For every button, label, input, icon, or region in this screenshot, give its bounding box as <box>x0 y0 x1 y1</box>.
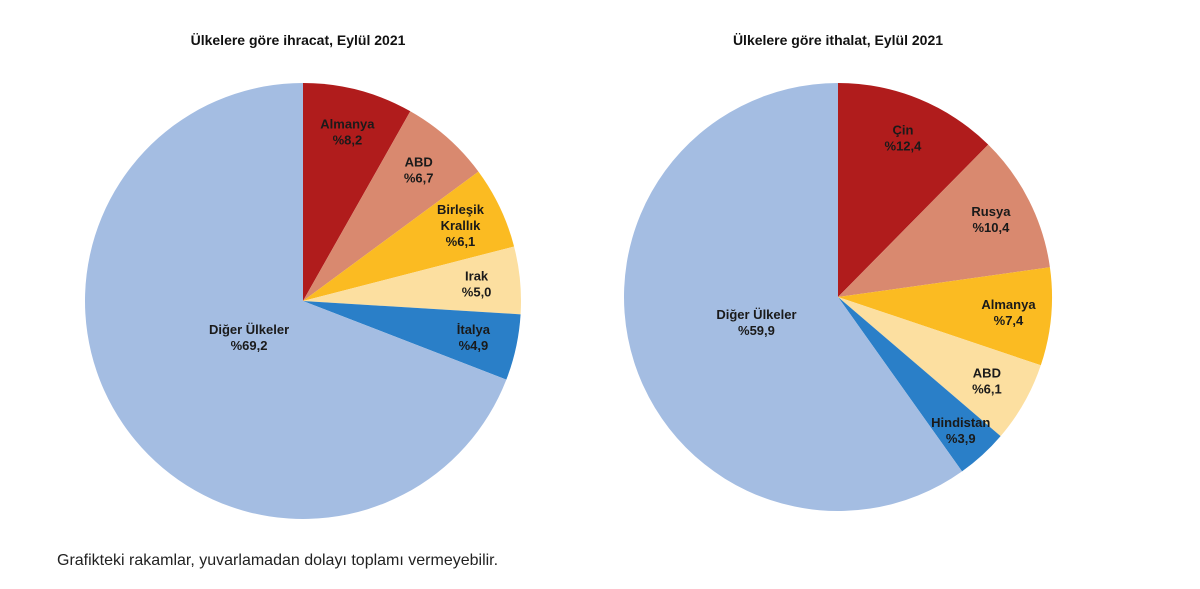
slice-label: Almanya %8,2 <box>320 116 375 147</box>
slice-label: Irak %5,0 <box>462 268 492 299</box>
slice-value-label: %6,7 <box>404 170 434 185</box>
pie-slice <box>303 301 521 380</box>
slice-name-label: Çin <box>892 123 913 138</box>
slice-value-label: %8,2 <box>333 132 363 147</box>
slice-name-label: ABD <box>405 154 433 169</box>
slice-name-label: İtalya <box>457 322 491 337</box>
pie-slice <box>623 83 963 512</box>
slice-label: ABD %6,7 <box>404 154 434 185</box>
pie-slice <box>303 83 411 301</box>
slice-label: İtalya %4,9 <box>457 322 491 353</box>
chart-title: Ülkelere göre ithalat, Eylül 2021 <box>733 32 943 48</box>
slice-name-label: Hindistan <box>931 415 990 430</box>
pie-chart-2: Ülkelere göre ithalat, Eylül 2021 Çin %12,… <box>623 32 1053 512</box>
slice-name-label: Birleşik <box>437 202 485 217</box>
slice-label: Birleşik Krallık %6,1 <box>437 202 485 249</box>
pie-slice <box>303 111 479 301</box>
slice-value-label: %6,1 <box>446 234 476 249</box>
slice-name-label: Krallık <box>441 218 482 233</box>
pie-slice <box>838 297 1041 437</box>
slice-value-label: %6,1 <box>972 382 1002 397</box>
slice-label: Hindistan %3,9 <box>931 415 990 446</box>
slice-name-label: Diğer Ülkeler <box>716 307 796 322</box>
slice-name-label: Rusya <box>971 204 1011 219</box>
slice-value-label: %5,0 <box>462 284 492 299</box>
slice-name-label: Diğer Ülkeler <box>209 322 289 337</box>
chart-title: Ülkelere göre ihracat, Eylül 2021 <box>191 32 406 48</box>
slice-value-label: %10,4 <box>973 220 1011 235</box>
slice-value-label: %4,9 <box>459 338 489 353</box>
pie-chart-1: Ülkelere göre ihracat, Eylül 2021 Almanya… <box>84 32 521 519</box>
pie-slice <box>838 297 1001 472</box>
pie-slice <box>838 83 989 297</box>
pie-slice <box>303 171 515 301</box>
slice-value-label: %3,9 <box>946 431 976 446</box>
slice-value-label: %69,2 <box>231 338 268 353</box>
slice-label: Diğer Ülkeler %59,9 <box>716 307 796 338</box>
footnote: Grafikteki rakamlar, yuvarlamadan dolayı… <box>57 552 499 569</box>
slice-label: ABD %6,1 <box>972 366 1002 397</box>
slice-label: Almanya %7,4 <box>981 297 1036 328</box>
slice-name-label: ABD <box>973 366 1001 381</box>
slice-name-label: Almanya <box>981 297 1036 312</box>
slice-value-label: %59,9 <box>738 323 775 338</box>
pie-slice <box>84 83 507 519</box>
slice-label: Rusya %10,4 <box>971 204 1011 235</box>
slice-label: Diğer Ülkeler %69,2 <box>209 322 289 353</box>
slice-label: Çin %12,4 <box>885 123 923 154</box>
pie-slice <box>838 144 1050 297</box>
pie-slice <box>838 267 1053 366</box>
slice-value-label: %12,4 <box>885 139 923 154</box>
pie-slice <box>303 246 521 315</box>
slice-name-label: Irak <box>465 268 489 283</box>
slice-name-label: Almanya <box>320 116 375 131</box>
slice-value-label: %7,4 <box>994 313 1024 328</box>
